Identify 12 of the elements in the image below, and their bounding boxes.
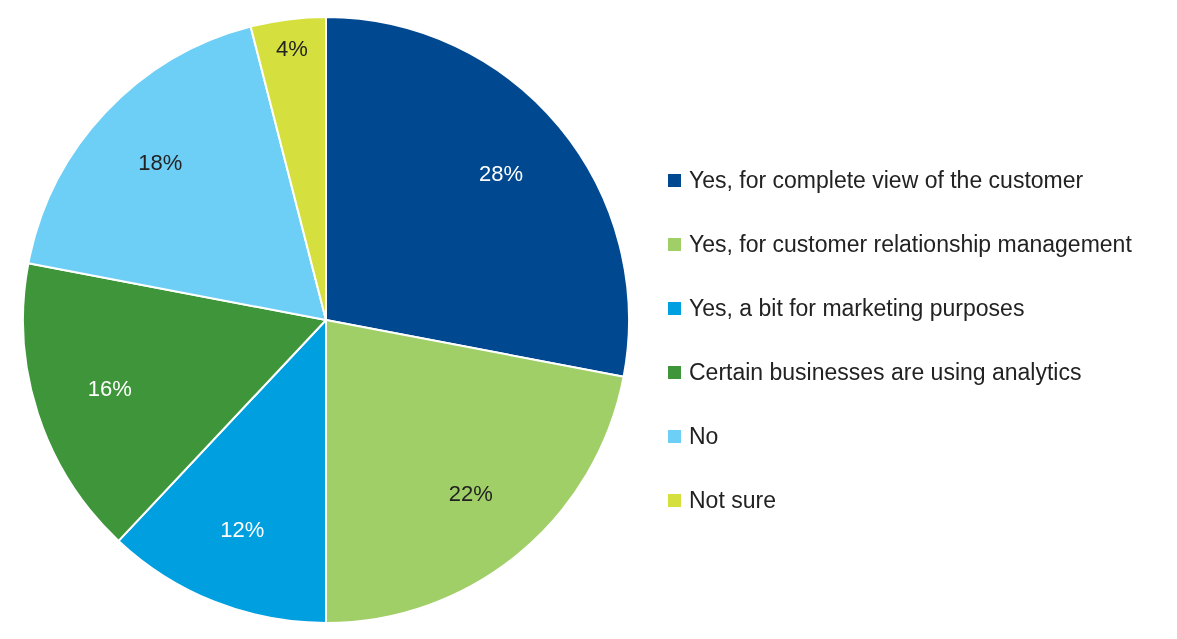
data-label: 16% xyxy=(87,376,132,402)
legend-label: Yes, a bit for marketing purposes xyxy=(689,294,1025,322)
legend-label: Yes, for complete view of the customer xyxy=(689,166,1084,194)
legend-label: Yes, for customer relationship management xyxy=(689,230,1132,258)
legend-label: Not sure xyxy=(689,486,776,514)
data-label: 28% xyxy=(479,161,524,187)
legend-label: Certain businesses are using analytics xyxy=(689,358,1082,386)
data-label: 4% xyxy=(275,35,308,61)
legend-label: No xyxy=(689,422,719,450)
data-label: 18% xyxy=(138,150,183,176)
data-label: 22% xyxy=(448,481,493,507)
data-label: 12% xyxy=(220,517,265,543)
